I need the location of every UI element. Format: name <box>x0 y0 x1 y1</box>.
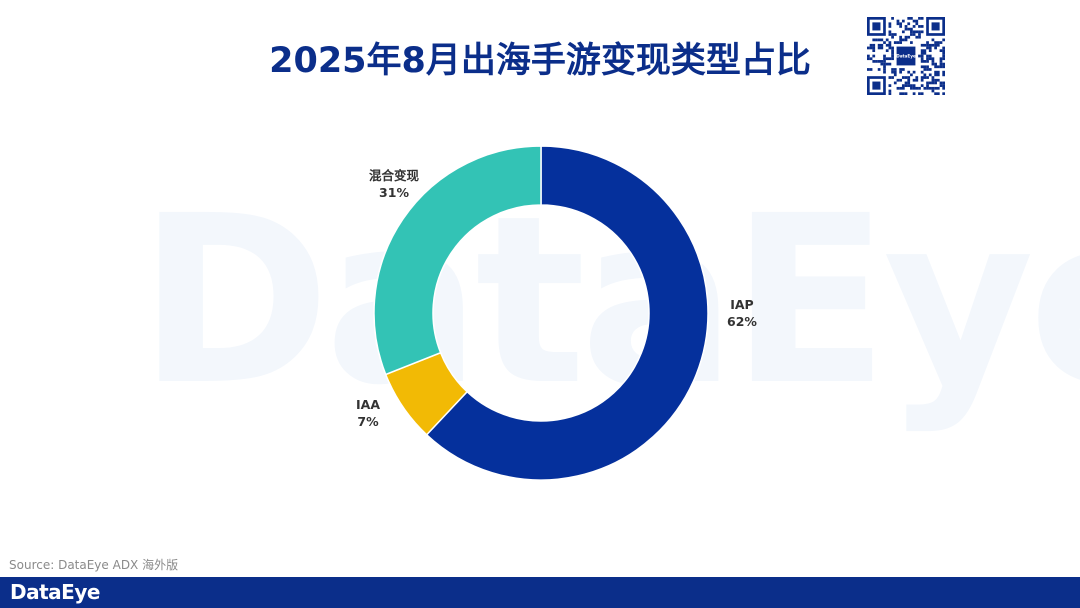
source-note: Source: DataEye ADX 海外版 <box>9 558 179 572</box>
footer-logo: DataEye <box>10 580 100 604</box>
slice-label-iaa: IAA 7% <box>356 396 380 430</box>
qr-code-image: DataEye <box>867 17 945 95</box>
slice-name-iap: IAP <box>730 297 754 312</box>
qr-center-label: DataEye <box>896 54 916 59</box>
chart-title: 2025年8月出海手游变现类型占比 <box>269 41 811 81</box>
slice-label-hybrid: 混合变现 31% <box>369 167 419 201</box>
slice-value-iaa: 7% <box>357 414 379 429</box>
slice-label-iap: IAP 62% <box>727 296 757 330</box>
slice-value-iap: 62% <box>727 314 757 329</box>
donut-slice-hybrid <box>373 145 542 376</box>
slice-name-iaa: IAA <box>356 397 380 412</box>
footer-bar: DataEye <box>0 577 1080 608</box>
donut-slice-iap <box>425 145 709 481</box>
slice-name-hybrid: 混合变现 <box>369 168 420 183</box>
slice-value-hybrid: 31% <box>379 185 409 200</box>
